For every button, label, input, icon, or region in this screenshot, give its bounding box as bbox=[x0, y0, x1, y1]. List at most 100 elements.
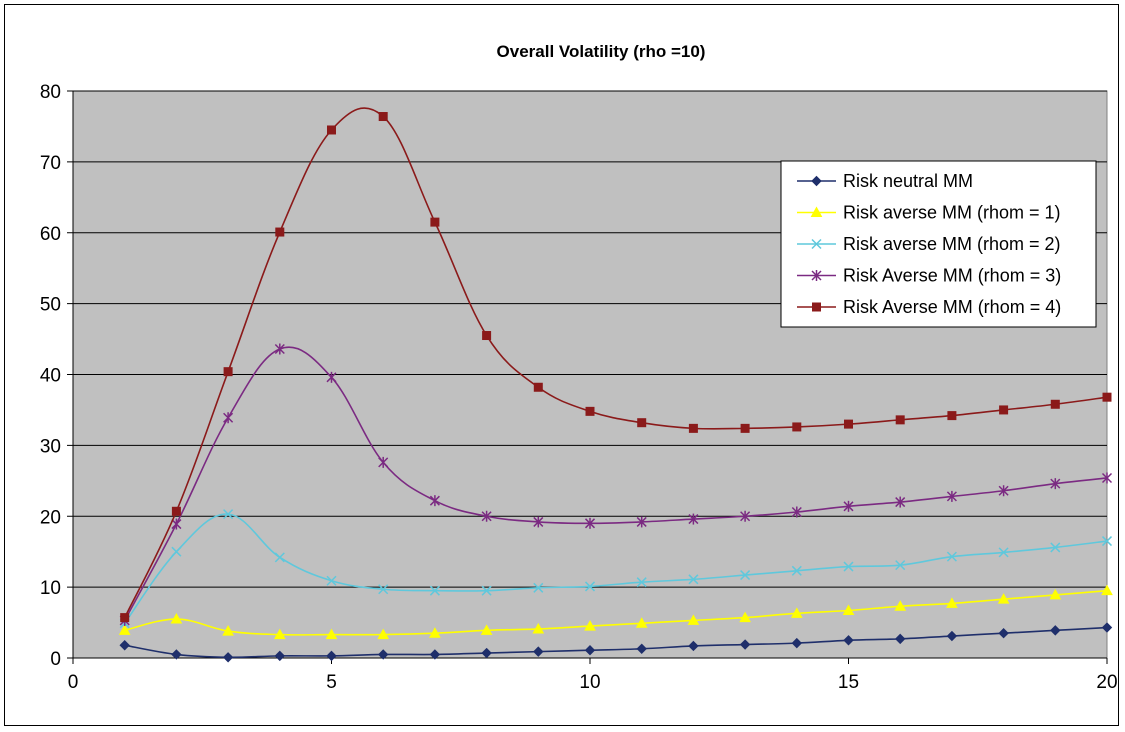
data-point bbox=[533, 646, 544, 657]
data-point bbox=[791, 506, 802, 518]
data-point bbox=[635, 617, 648, 628]
y-tick-label: 60 bbox=[40, 224, 61, 245]
data-point bbox=[1101, 536, 1113, 547]
data-point bbox=[998, 627, 1009, 639]
data-point bbox=[998, 547, 1009, 558]
data-point bbox=[894, 600, 907, 611]
data-point bbox=[222, 652, 234, 663]
data-point bbox=[326, 371, 337, 383]
data-point bbox=[843, 561, 854, 572]
legend-label: Risk neutral MM bbox=[843, 171, 973, 191]
legend-item: Risk Averse MM (rhom = 3) bbox=[797, 266, 1061, 286]
data-point bbox=[739, 611, 751, 623]
data-point bbox=[584, 644, 596, 656]
data-point bbox=[946, 551, 957, 562]
axes: 0 10 20 30 40 50 60 70 80 0 5 10 15 20 bbox=[40, 82, 1118, 693]
data-point bbox=[274, 343, 285, 355]
data-point bbox=[894, 633, 906, 645]
legend-marker bbox=[811, 238, 822, 250]
data-point bbox=[533, 582, 544, 593]
data-point bbox=[275, 227, 285, 237]
data-point bbox=[429, 585, 440, 596]
data-point bbox=[895, 496, 906, 508]
data-point bbox=[790, 607, 803, 618]
data-point bbox=[791, 637, 803, 649]
x-tick-label: 0 bbox=[68, 672, 79, 693]
y-tick-label: 80 bbox=[40, 82, 61, 103]
data-point bbox=[274, 552, 285, 563]
data-point bbox=[532, 622, 545, 634]
y-tick-label: 40 bbox=[40, 366, 61, 387]
data-point bbox=[378, 584, 389, 595]
data-point bbox=[946, 630, 958, 642]
x-tick-label: 5 bbox=[326, 672, 337, 693]
data-point bbox=[687, 614, 700, 625]
data-point bbox=[327, 125, 336, 135]
data-point bbox=[326, 650, 337, 662]
data-point bbox=[1102, 392, 1112, 402]
legend-marker bbox=[811, 270, 822, 281]
series-4 bbox=[119, 343, 1113, 626]
series-line-5 bbox=[123, 107, 1108, 618]
data-point bbox=[481, 647, 492, 659]
data-point bbox=[482, 331, 492, 341]
legend-item: Risk neutral MM bbox=[797, 171, 973, 191]
data-point bbox=[377, 628, 390, 640]
series-3 bbox=[119, 509, 1113, 629]
data-point bbox=[171, 518, 182, 530]
data-point bbox=[1050, 478, 1061, 490]
data-point bbox=[533, 516, 544, 528]
data-point bbox=[222, 625, 234, 636]
y-tick-label: 20 bbox=[40, 507, 61, 528]
series-5 bbox=[120, 107, 1112, 623]
data-point bbox=[792, 422, 802, 432]
data-point bbox=[1050, 625, 1061, 636]
data-point bbox=[1101, 472, 1113, 484]
data-point bbox=[377, 649, 389, 660]
x-tick-label: 20 bbox=[1096, 672, 1117, 693]
y-tick-label: 30 bbox=[40, 436, 61, 457]
data-point bbox=[430, 217, 440, 227]
data-point bbox=[1050, 542, 1061, 553]
legend-label: Risk Averse MM (rhom = 4) bbox=[843, 297, 1061, 317]
data-point bbox=[481, 585, 492, 596]
data-point bbox=[274, 650, 286, 662]
series-line-4 bbox=[123, 346, 1108, 621]
data-point bbox=[636, 643, 647, 654]
data-point bbox=[429, 649, 441, 660]
legend-item: Risk averse MM (rhom = 1) bbox=[797, 203, 1061, 223]
data-point bbox=[171, 506, 181, 516]
data-point bbox=[120, 613, 130, 623]
data-point bbox=[688, 574, 699, 585]
data-point bbox=[688, 423, 698, 433]
data-point bbox=[1101, 622, 1113, 633]
chart-frame: Overall Volatility (rho =10) 0 10 20 30 40 50… bbox=[4, 4, 1119, 726]
data-point bbox=[842, 604, 855, 616]
legend-item: Risk averse MM (rhom = 2) bbox=[797, 234, 1061, 254]
y-tick-label: 70 bbox=[40, 153, 61, 174]
legend-marker bbox=[810, 206, 823, 217]
data-point bbox=[636, 516, 647, 528]
data-point bbox=[584, 517, 596, 529]
data-point bbox=[739, 639, 751, 650]
data-point bbox=[1049, 588, 1062, 600]
data-point bbox=[895, 560, 906, 571]
data-point bbox=[273, 628, 286, 640]
data-point bbox=[118, 624, 131, 635]
data-point bbox=[791, 565, 802, 576]
y-tick-label: 0 bbox=[50, 649, 61, 670]
data-point bbox=[481, 510, 492, 522]
data-point bbox=[119, 640, 130, 651]
data-point bbox=[997, 593, 1010, 604]
data-point bbox=[585, 406, 595, 416]
data-point bbox=[378, 456, 389, 468]
data-point bbox=[946, 490, 957, 502]
data-point bbox=[170, 612, 183, 624]
data-point bbox=[688, 513, 699, 525]
legend-marker bbox=[812, 302, 821, 312]
data-point bbox=[637, 418, 647, 428]
data-point bbox=[740, 423, 750, 433]
data-point bbox=[999, 405, 1009, 415]
chart-title: Overall Volatility (rho =10) bbox=[497, 42, 706, 61]
data-point bbox=[223, 509, 234, 520]
